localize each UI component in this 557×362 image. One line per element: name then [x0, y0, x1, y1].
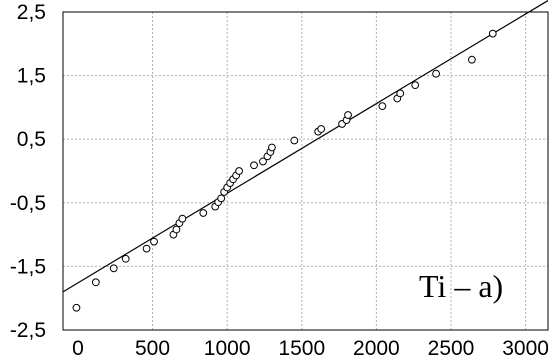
data-point: [91, 278, 100, 287]
data-point: [268, 143, 276, 152]
y-tick-label: -0,5: [10, 192, 46, 215]
x-tick-label: 1000: [204, 337, 251, 360]
data-point: [217, 194, 226, 203]
data-point: [121, 254, 130, 263]
x-tick-label: 0: [72, 337, 84, 360]
data-point: [344, 111, 352, 119]
data-point: [178, 214, 187, 223]
data-point: [396, 89, 405, 98]
data-point: [488, 29, 497, 38]
x-tick-label: 2500: [428, 337, 475, 360]
y-tick-label: 0,5: [17, 128, 46, 151]
data-point: [259, 157, 267, 166]
data-point: [411, 81, 420, 90]
data-point: [290, 136, 299, 145]
data-point: [432, 69, 440, 78]
y-tick-label: 2,5: [17, 1, 46, 24]
data-point: [250, 161, 258, 170]
data-point: [235, 167, 243, 175]
data-point: [150, 237, 158, 246]
x-tick-label: 2000: [353, 337, 400, 360]
panel-label: Ti – a): [419, 268, 503, 304]
data-point: [317, 125, 326, 133]
y-tick-label: -1,5: [10, 255, 46, 278]
data-points: [72, 29, 497, 312]
x-tick-label: 3000: [502, 337, 549, 360]
y-tick-label: 1,5: [17, 65, 46, 88]
x-tick-label: 500: [135, 337, 170, 360]
grid-lines: [63, 12, 548, 330]
data-point: [172, 225, 181, 234]
data-point: [72, 303, 81, 312]
data-point: [142, 244, 151, 253]
data-point: [109, 264, 118, 273]
tick-labels: 0 500 1000 1500 2000 2500 3000 2,5 1,5 0,5 -0,5 -1,…: [10, 1, 549, 360]
data-point: [199, 209, 208, 217]
x-tick-label: 1500: [278, 337, 325, 360]
fit-line: [62, 0, 549, 293]
y-tick-label: -2,5: [10, 319, 46, 342]
data-point: [467, 55, 476, 64]
data-point: [378, 102, 387, 111]
plot-frame: [62, 11, 549, 331]
